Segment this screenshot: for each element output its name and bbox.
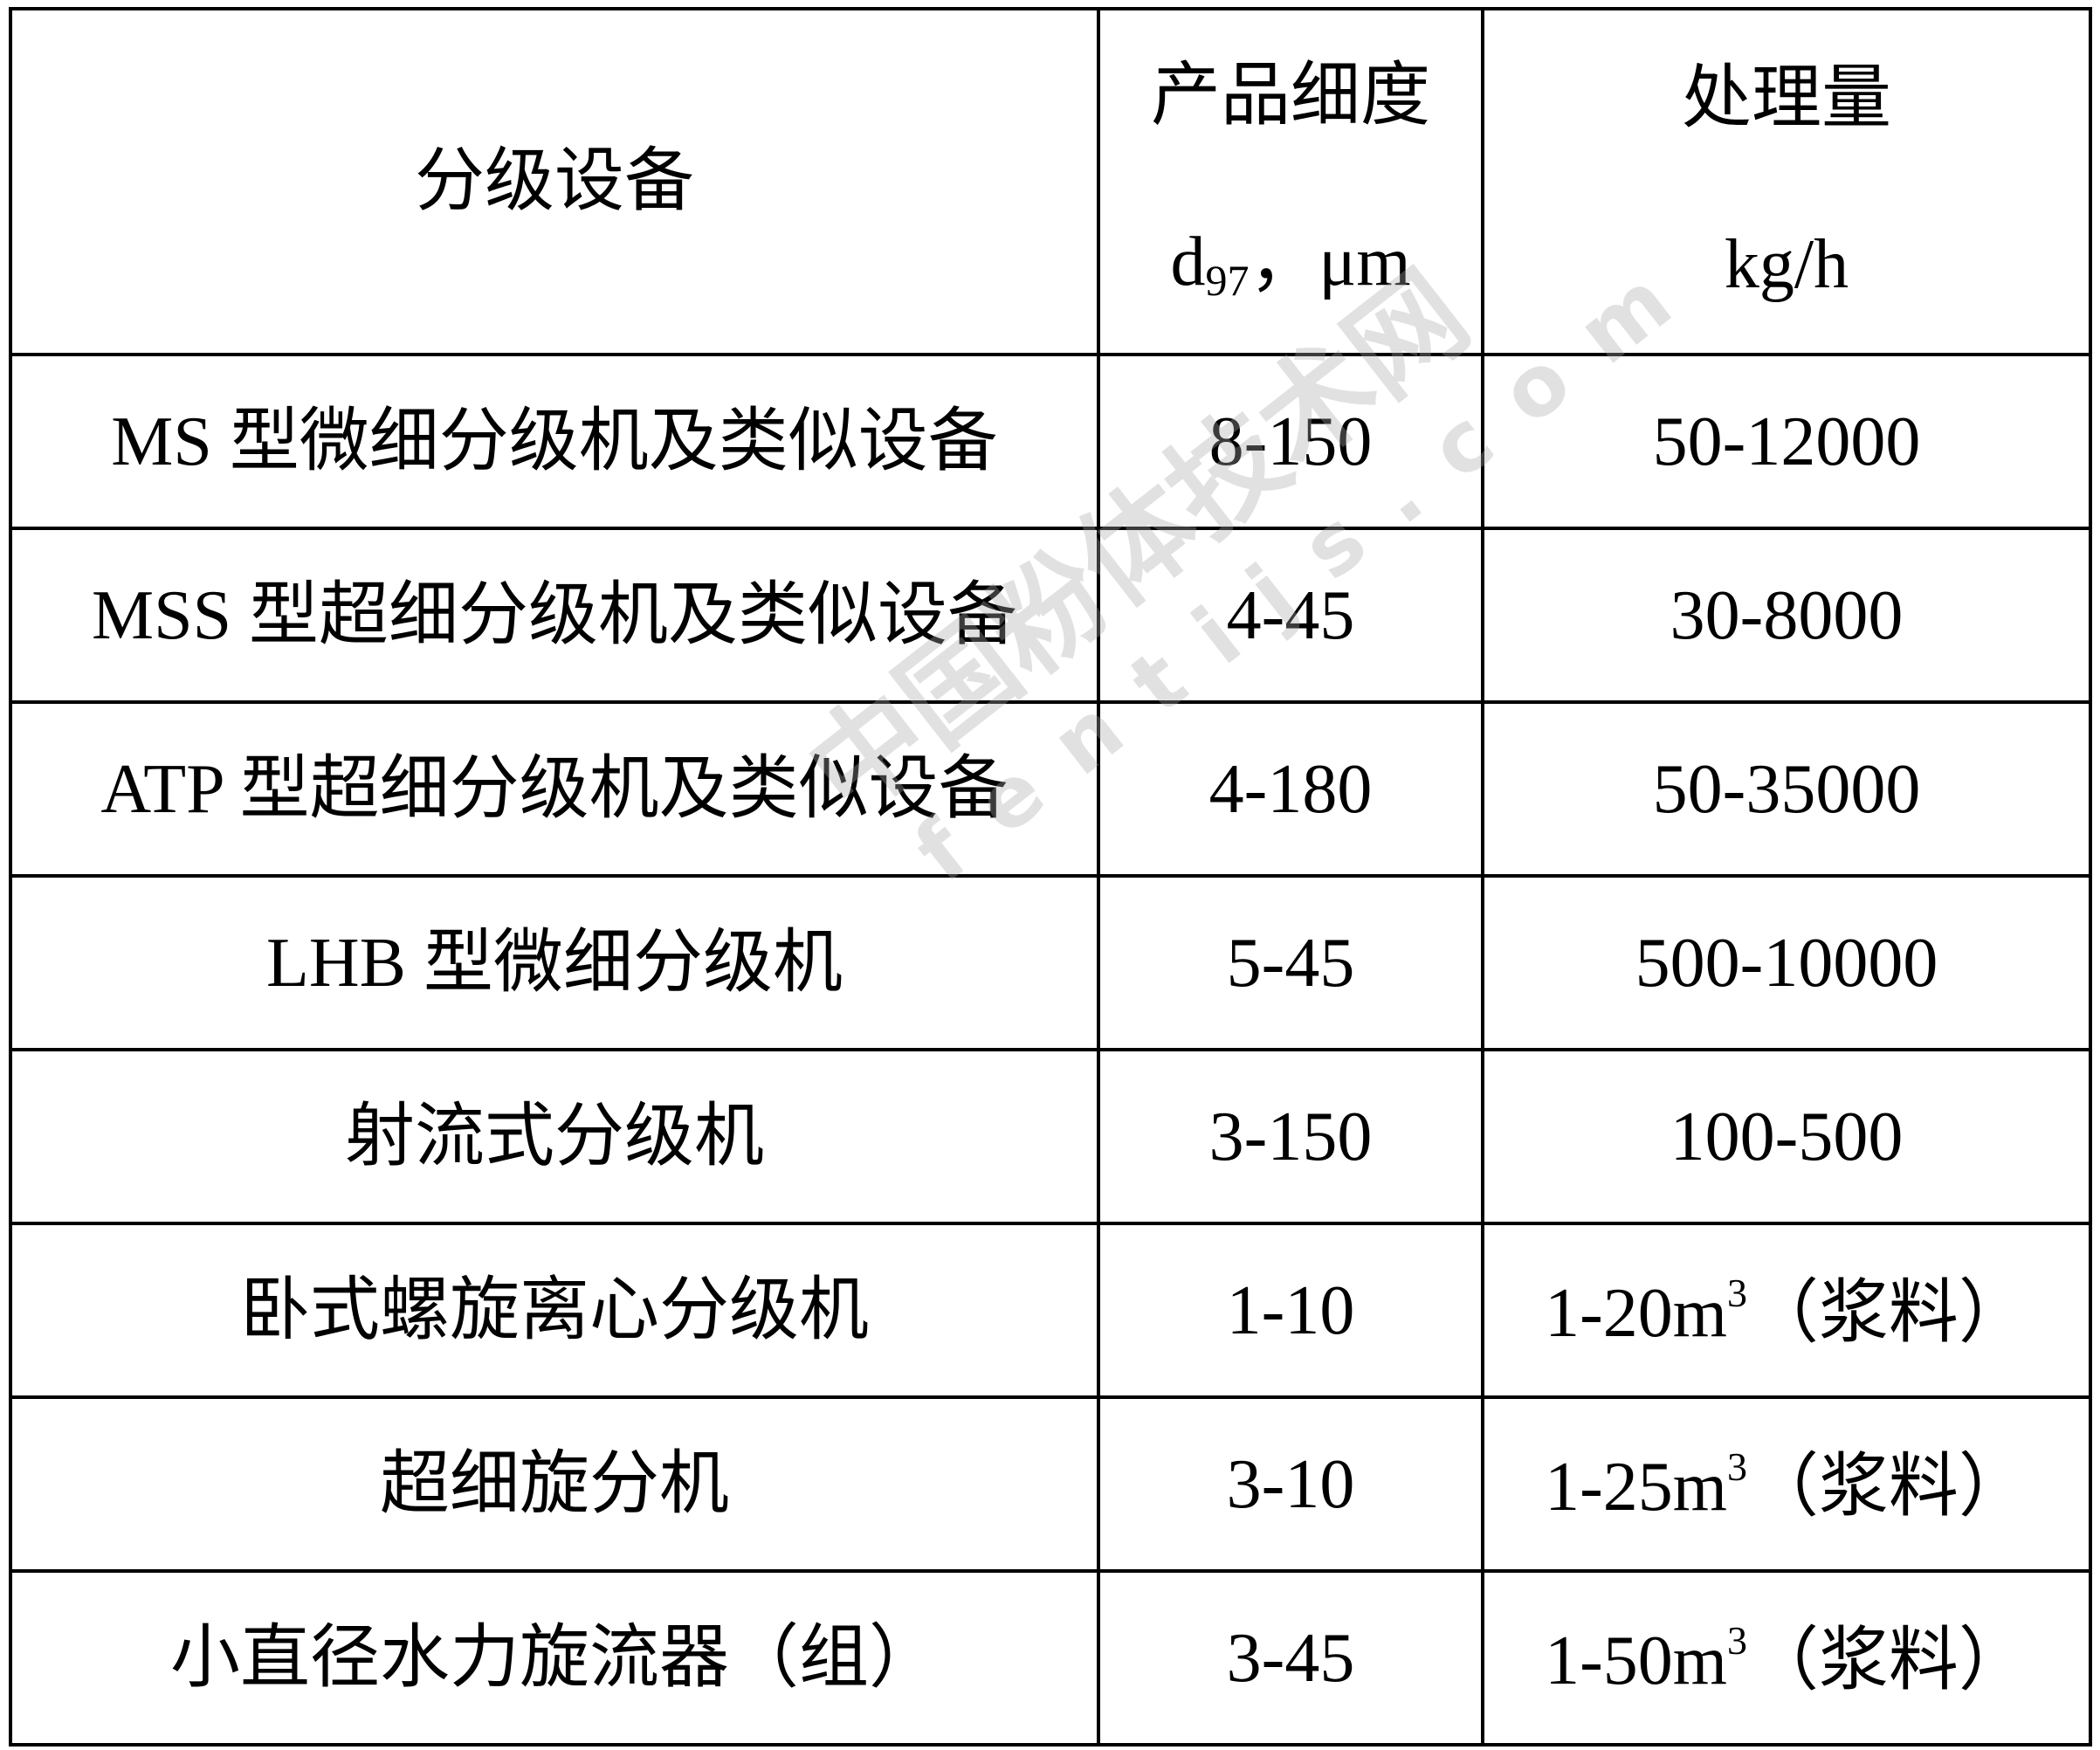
cell-fineness: 4-180 [1097,700,1484,878]
cell-equipment: ATP 型超细分级机及类似设备 [9,700,1100,878]
cell-fineness: 8-150 [1097,353,1484,530]
header-fineness-unit: d97，μm [1100,227,1481,302]
capacity-value: 1-25m [1545,1448,1727,1526]
header-capacity-unit: kg/h [1724,226,1849,303]
capacity-value: 30-8000 [1670,576,1904,654]
table-row: MSS 型超细分级机及类似设备 4-45 30-8000 [9,527,2092,704]
cell-equipment: 小直径水力旋流器（组） [9,1569,1100,1747]
cell-equipment: 卧式螺旋离心分级机 [9,1222,1100,1399]
cell-capacity: 500-10000 [1481,874,2092,1051]
table-row: LHB 型微细分级机 5-45 500-10000 [9,874,2092,1051]
cell-capacity: 1-50m3（浆料） [1481,1569,2092,1747]
table-row: 卧式螺旋离心分级机 1-10 1-20m3（浆料） [9,1222,2092,1399]
cell-capacity: 50-12000 [1481,353,2092,530]
header-capacity-label: 处理量 [1682,60,1891,137]
capacity-value: 50-12000 [1652,403,1921,480]
capacity-value: 500-10000 [1635,924,1938,1002]
cell-equipment: 射流式分级机 [9,1048,1100,1225]
cell-fineness: 5-45 [1097,874,1484,1051]
cell-fineness: 3-45 [1097,1569,1484,1747]
capacity-note: （浆料） [1748,1448,2028,1526]
table-row: ATP 型超细分级机及类似设备 4-180 50-35000 [9,700,2092,878]
header-row: 分级设备 产品细度 d97，μm 处理量 kg/h [9,7,2092,356]
cell-equipment: MSS 型超细分级机及类似设备 [9,527,1100,704]
cell-capacity: 1-20m3（浆料） [1481,1222,2092,1399]
header-fineness: 产品细度 d97，μm [1097,7,1484,356]
table-row: 射流式分级机 3-150 100-500 [9,1048,2092,1225]
cell-equipment: LHB 型微细分级机 [9,874,1100,1051]
capacity-superscript: 3 [1726,1443,1747,1489]
header-equipment: 分级设备 [9,7,1100,356]
cell-capacity: 30-8000 [1481,527,2092,704]
table-row: MS 型微细分级机及类似设备 8-150 50-12000 [9,353,2092,530]
capacity-value: 1-20m [1545,1274,1727,1352]
table-row: 小直径水力旋流器（组） 3-45 1-50m3（浆料） [9,1569,2092,1747]
table-row: 超细旋分机 3-10 1-25m3（浆料） [9,1395,2092,1573]
header-fineness-label: 产品细度 [1151,58,1430,134]
cell-equipment: MS 型微细分级机及类似设备 [9,353,1100,530]
capacity-value: 50-35000 [1652,750,1921,828]
fineness-unit: ，μm [1249,224,1411,300]
cell-equipment: 超细旋分机 [9,1395,1100,1573]
capacity-note: （浆料） [1748,1274,2028,1352]
cell-fineness: 3-150 [1097,1048,1484,1225]
cell-capacity: 50-35000 [1481,700,2092,878]
cell-fineness: 4-45 [1097,527,1484,704]
fineness-symbol: d [1170,224,1206,300]
fineness-subscript: 97 [1205,256,1250,305]
cell-capacity: 100-500 [1481,1048,2092,1225]
capacity-value: 1-50m [1545,1622,1727,1699]
capacity-note: （浆料） [1748,1622,2028,1699]
capacity-value: 100-500 [1670,1098,1904,1175]
header-capacity: 处理量 kg/h [1481,7,2092,356]
cell-fineness: 1-10 [1097,1222,1484,1399]
capacity-superscript: 3 [1726,1270,1747,1315]
header-equipment-label: 分级设备 [415,143,694,220]
cell-fineness: 3-10 [1097,1395,1484,1573]
classifier-table: 分级设备 产品细度 d97，μm 处理量 kg/h MS 型微细分级机及类似设备… [9,7,2092,1747]
capacity-superscript: 3 [1726,1617,1747,1663]
cell-capacity: 1-25m3（浆料） [1481,1395,2092,1573]
